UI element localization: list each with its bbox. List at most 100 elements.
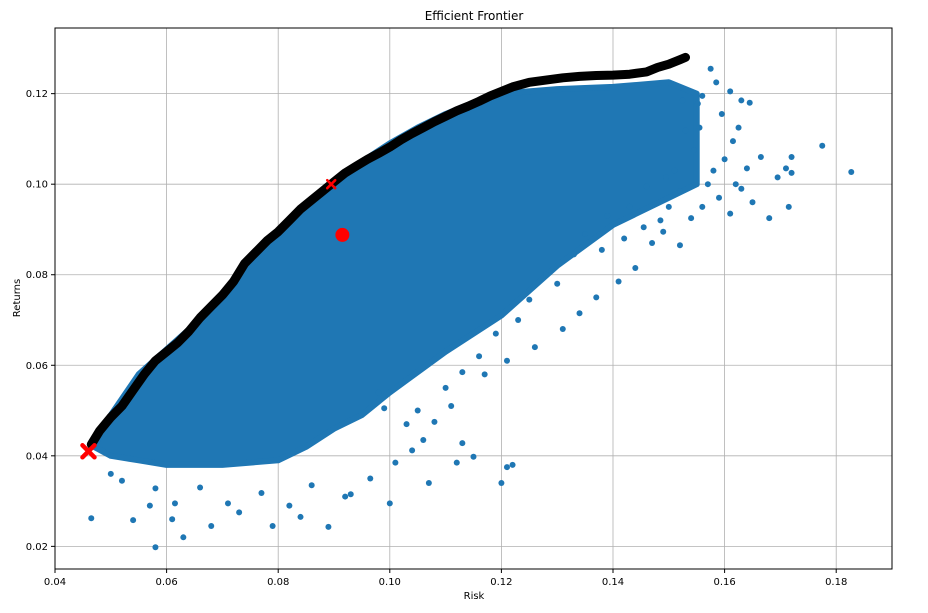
portfolio-point <box>735 124 742 131</box>
portfolio-point <box>442 384 449 391</box>
portfolio-point <box>749 199 756 206</box>
portfolio-point <box>543 271 550 278</box>
portfolio-point <box>657 217 664 224</box>
portfolio-point <box>696 124 703 131</box>
portfolio-point <box>582 230 589 237</box>
portfolio-point <box>788 154 795 161</box>
portfolio-point <box>425 479 432 486</box>
portfolio-cloud-area <box>91 79 700 468</box>
portfolio-point <box>420 436 427 443</box>
portfolio-points <box>88 65 855 551</box>
portfolio-point <box>269 522 276 529</box>
portfolio-point <box>710 167 717 174</box>
portfolio-point <box>570 251 577 258</box>
portfolio-point <box>130 517 137 524</box>
portfolio-point <box>107 470 114 477</box>
portfolio-point <box>688 215 695 222</box>
x-marker-stroke <box>80 443 97 460</box>
portfolio-point <box>649 240 656 247</box>
portfolio-point <box>208 522 215 529</box>
portfolio-point <box>707 65 714 72</box>
x-tick-label: 0.10 <box>379 577 401 588</box>
portfolio-point <box>746 99 753 106</box>
portfolio-point <box>197 484 204 491</box>
x-axis-ticks: 0.04 0.06 0.08 0.10 0.12 0.14 0.16 0.18 <box>44 569 847 588</box>
portfolio-point <box>459 440 466 447</box>
x-tick-label: 0.08 <box>267 577 289 588</box>
y-tick-label: 0.06 <box>26 361 48 372</box>
x-tick-label: 0.14 <box>602 577 624 588</box>
portfolio-point <box>665 203 672 210</box>
portfolio-point <box>663 174 670 181</box>
portfolio-point <box>682 127 689 134</box>
portfolio-point <box>671 167 678 174</box>
portfolio-point <box>286 502 293 509</box>
x-tick-label: 0.16 <box>713 577 735 588</box>
portfolio-point <box>224 500 231 507</box>
portfolio-point <box>386 500 393 507</box>
portfolio-point <box>640 224 647 231</box>
portfolio-point <box>297 513 304 520</box>
chart-title: Efficient Frontier <box>425 9 524 23</box>
portfolio-point <box>727 210 734 217</box>
portfolio-point <box>632 264 639 271</box>
portfolio-point <box>615 278 622 285</box>
portfolio-point <box>392 459 399 466</box>
portfolio-point <box>738 185 745 192</box>
portfolio-point <box>375 389 382 396</box>
portfolio-point <box>152 485 159 492</box>
portfolio-point <box>470 453 477 460</box>
portfolio-point <box>453 459 460 466</box>
portfolio-point <box>559 326 566 333</box>
portfolio-point <box>718 111 725 118</box>
plot-area-frame <box>54 27 893 570</box>
portfolio-point <box>554 280 561 287</box>
portfolio-point <box>643 183 650 190</box>
portfolio-point <box>459 369 466 376</box>
portfolio-point <box>676 242 683 249</box>
portfolio-point <box>409 447 416 454</box>
portfolio-point <box>180 534 187 541</box>
portfolio-point <box>679 97 686 104</box>
x-marker-stroke <box>325 178 337 190</box>
portfolio-point <box>515 317 522 324</box>
portfolio-point <box>509 461 516 468</box>
portfolio-point <box>503 464 510 471</box>
portfolio-point <box>690 147 697 154</box>
portfolio-point <box>729 138 736 145</box>
selected-portfolio-marker <box>335 227 350 242</box>
portfolio-point <box>576 310 583 317</box>
y-tick-label: 0.02 <box>26 542 48 553</box>
portfolio-point <box>308 482 315 489</box>
x-tick-label: 0.12 <box>490 577 512 588</box>
portfolio-point <box>531 344 538 351</box>
portfolio-point <box>819 142 826 149</box>
portfolio-point <box>381 405 388 412</box>
portfolio-point <box>694 100 701 107</box>
portfolio-point <box>743 165 750 172</box>
portfolio-point <box>716 194 723 201</box>
y-tick-label: 0.12 <box>26 89 48 100</box>
portfolio-point <box>785 203 792 210</box>
y-axis-ticks: 0.02 0.04 0.06 0.08 0.10 0.12 <box>26 89 55 553</box>
y-tick-label: 0.10 <box>26 180 48 191</box>
x-axis-title: Risk <box>464 591 485 602</box>
portfolio-point <box>757 154 764 161</box>
portfolio-point <box>414 407 421 414</box>
portfolio-point <box>721 156 728 163</box>
portfolio-point <box>367 475 374 482</box>
y-tick-label: 0.08 <box>26 270 48 281</box>
portfolio-point <box>704 181 711 188</box>
portfolio-point <box>604 212 611 219</box>
portfolio-point <box>503 357 510 364</box>
portfolio-point <box>766 215 773 222</box>
portfolio-point <box>848 168 855 175</box>
portfolio-point <box>713 79 720 86</box>
portfolio-point <box>88 515 95 522</box>
portfolio-point <box>492 330 499 337</box>
portfolio-point <box>782 165 789 172</box>
portfolio-point <box>431 418 438 425</box>
max-sharpe-portfolio-marker <box>325 178 337 190</box>
portfolio-point <box>699 92 706 99</box>
